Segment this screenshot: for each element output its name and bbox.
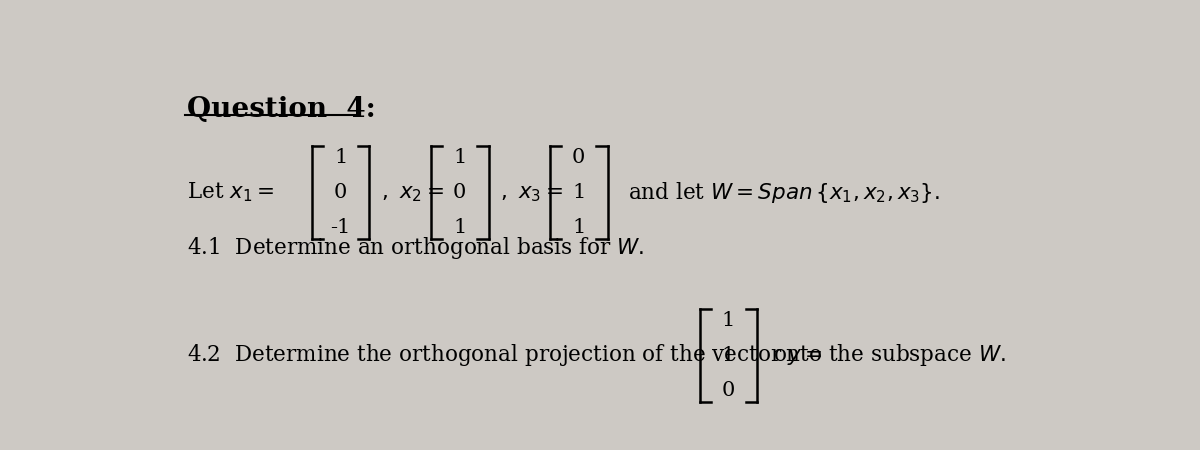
Text: $, \ x_3 =$: $, \ x_3 =$ [499,182,563,203]
Text: 1: 1 [572,183,586,202]
Text: and let $W = \mathit{Span}\,\{x_1, x_2, x_3\}.$: and let $W = \mathit{Span}\,\{x_1, x_2, … [628,180,940,205]
Text: 1: 1 [721,346,736,365]
Text: 0: 0 [334,183,347,202]
Text: Question  4:: Question 4: [187,95,376,122]
Text: 4.1  Determine an orthogonal basis for $W.$: 4.1 Determine an orthogonal basis for $W… [187,235,644,261]
Text: 0: 0 [572,148,586,167]
Text: 0: 0 [454,183,467,202]
Text: onto the subspace $W.$: onto the subspace $W.$ [773,342,1006,369]
Text: 1: 1 [454,148,467,167]
Text: 1: 1 [454,218,467,237]
Text: 4.2  Determine the orthogonal projection of the vector $y =$: 4.2 Determine the orthogonal projection … [187,342,822,369]
Text: 1: 1 [334,148,347,167]
Text: Let $x_1 =$: Let $x_1 =$ [187,181,275,204]
Text: 0: 0 [721,381,736,400]
Text: 1: 1 [721,311,736,330]
Text: 1: 1 [572,218,586,237]
Text: -1: -1 [330,218,350,237]
Text: $, \ x_2 =$: $, \ x_2 =$ [380,182,444,203]
